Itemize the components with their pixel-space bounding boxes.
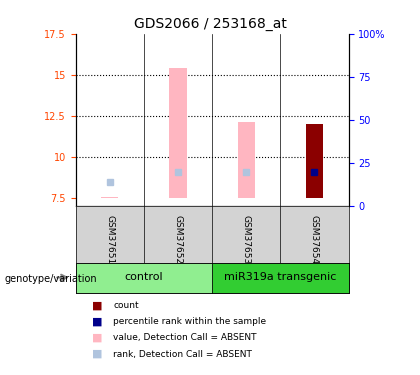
Text: percentile rank within the sample: percentile rank within the sample (113, 317, 267, 326)
FancyBboxPatch shape (76, 262, 212, 292)
Text: GSM37651: GSM37651 (105, 214, 114, 264)
Text: ■: ■ (92, 301, 103, 310)
Bar (306, 124, 323, 198)
Text: control: control (125, 273, 163, 282)
Text: GSM37653: GSM37653 (242, 214, 251, 264)
Text: GSM37652: GSM37652 (173, 214, 182, 264)
Text: GDS2066 / 253168_at: GDS2066 / 253168_at (134, 17, 286, 31)
Text: miR319a transgenic: miR319a transgenic (224, 273, 336, 282)
Text: ■: ■ (92, 317, 103, 327)
Text: ■: ■ (92, 349, 103, 359)
FancyBboxPatch shape (212, 262, 349, 292)
Text: rank, Detection Call = ABSENT: rank, Detection Call = ABSENT (113, 350, 252, 358)
Bar (238, 123, 255, 198)
Text: genotype/variation: genotype/variation (4, 274, 97, 284)
Text: count: count (113, 301, 139, 310)
Bar (101, 197, 118, 198)
Text: ■: ■ (92, 333, 103, 343)
Bar (169, 68, 186, 198)
Text: GSM37654: GSM37654 (310, 214, 319, 264)
Text: value, Detection Call = ABSENT: value, Detection Call = ABSENT (113, 333, 257, 342)
